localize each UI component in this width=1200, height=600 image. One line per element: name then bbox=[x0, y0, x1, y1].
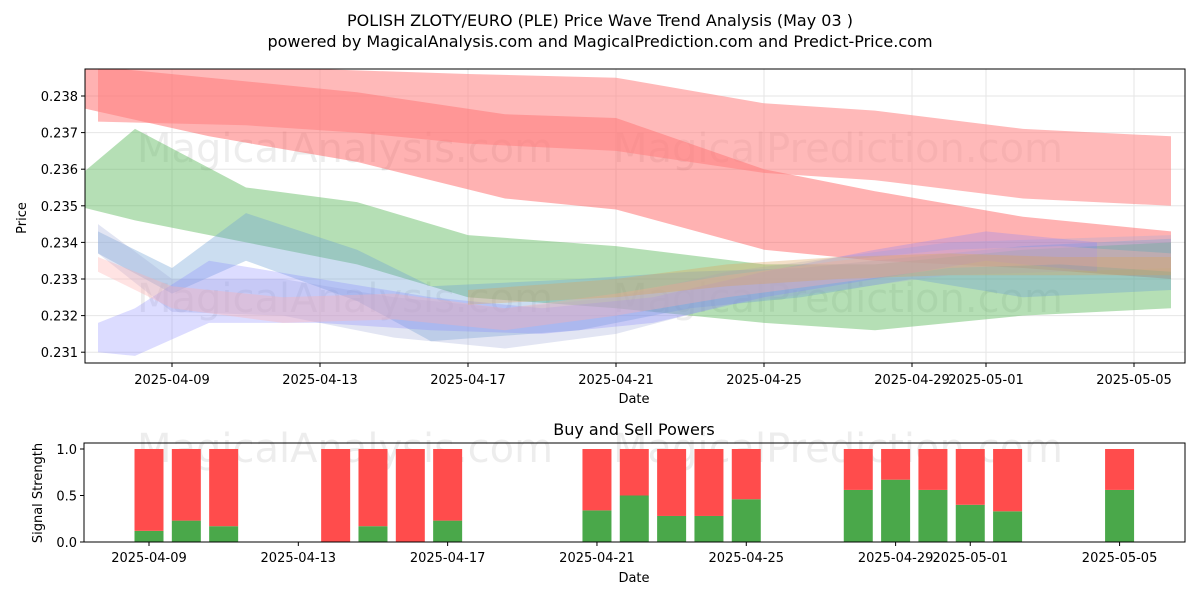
sell-bar bbox=[358, 449, 388, 527]
x-tick-label: 2025-04-21 bbox=[559, 551, 635, 566]
buy-sell-powers-plot: Buy and Sell PowersMagicalAnalysis.comMa… bbox=[31, 420, 1186, 586]
x-tick-label: 2025-04-25 bbox=[726, 373, 802, 388]
sell-bar bbox=[843, 449, 873, 490]
buy-bar bbox=[657, 515, 687, 542]
buy-bar bbox=[731, 499, 761, 542]
sell-bar bbox=[321, 449, 351, 542]
x-tick-label: 2025-04-17 bbox=[430, 373, 506, 388]
buy-bar bbox=[955, 504, 985, 542]
axes: 0.231 0.232 0.233 0.234 0.235 0.236 0.237 0.238… bbox=[15, 90, 1172, 407]
price-wave-plot: MagicalAnalysis.com MagicalPrediction.com… bbox=[15, 68, 1186, 407]
chart-subtitle: powered by MagicalAnalysis.com and Magic… bbox=[267, 32, 932, 51]
sell-bar bbox=[657, 449, 687, 516]
price-band bbox=[98, 213, 1171, 342]
price-band bbox=[468, 253, 1171, 305]
y-tick-label: 0.238 bbox=[41, 90, 78, 105]
price-band bbox=[98, 69, 1171, 206]
x-axis-label: Date bbox=[618, 571, 649, 586]
x-tick-label: 2025-04-17 bbox=[410, 551, 486, 566]
x-tick-label: 2025-04-29 bbox=[858, 551, 934, 566]
buy-bar bbox=[358, 526, 388, 542]
x-tick-label: 2025-04-13 bbox=[282, 373, 358, 388]
x-tick-label: 2025-05-05 bbox=[1082, 551, 1158, 566]
buy-bar bbox=[993, 511, 1023, 542]
sell-bar bbox=[582, 449, 612, 511]
x-tick-label: 2025-05-01 bbox=[932, 551, 1008, 566]
price-band bbox=[98, 246, 1171, 331]
y-tick-label: 1.0 bbox=[56, 443, 77, 458]
sell-bar bbox=[881, 449, 911, 480]
sell-bar bbox=[694, 449, 724, 516]
buy-bar bbox=[619, 495, 649, 542]
signal-bars bbox=[134, 449, 1135, 542]
watermark-text: MagicalPrediction.com bbox=[613, 426, 1063, 472]
buy-bar bbox=[582, 510, 612, 542]
buy-bar bbox=[881, 479, 911, 542]
sell-bar bbox=[993, 449, 1023, 512]
x-tick-label: 2025-04-29 bbox=[874, 373, 950, 388]
sell-bar bbox=[171, 449, 201, 521]
buy-bar bbox=[171, 520, 201, 542]
subplot-axes: 0.0 0.5 1.0 2025-04-09 2025-04-13 2025-04-17 2… bbox=[31, 443, 1157, 586]
sell-bar bbox=[731, 449, 761, 500]
y-tick-label: 0.5 bbox=[56, 490, 77, 505]
x-tick-label: 2025-04-13 bbox=[261, 551, 337, 566]
y-axis-label: Signal Strength bbox=[31, 443, 46, 543]
sell-bar bbox=[955, 449, 985, 505]
price-band bbox=[85, 128, 1171, 331]
price-band bbox=[98, 231, 1097, 356]
plot-frame bbox=[84, 68, 1186, 364]
buy-bar bbox=[209, 526, 239, 542]
x-tick-label: 2025-05-05 bbox=[1096, 373, 1172, 388]
sell-bar bbox=[619, 449, 649, 496]
price-band bbox=[98, 224, 1171, 349]
y-tick-label: 0.234 bbox=[41, 236, 78, 251]
buy-bar bbox=[694, 515, 724, 542]
x-tick-label: 2025-05-01 bbox=[948, 373, 1024, 388]
y-tick-label: 0.233 bbox=[41, 273, 78, 288]
sell-bar bbox=[1105, 449, 1135, 490]
y-tick-label: 0.237 bbox=[41, 127, 78, 142]
sell-bar bbox=[134, 449, 164, 531]
y-tick-label: 0.0 bbox=[56, 536, 77, 551]
buy-bar bbox=[843, 489, 873, 542]
y-tick-label: 0.232 bbox=[41, 310, 78, 325]
subplot-frame bbox=[83, 442, 1186, 543]
x-tick-label: 2025-04-21 bbox=[578, 373, 654, 388]
sell-bar bbox=[918, 449, 948, 490]
x-tick-label: 2025-04-09 bbox=[111, 551, 187, 566]
chart-title: POLISH ZLOTY/EURO (PLE) Price Wave Trend… bbox=[347, 11, 853, 30]
buy-bar bbox=[918, 489, 948, 542]
buy-bar bbox=[433, 520, 463, 542]
buy-bar bbox=[134, 530, 164, 542]
x-tick-label: 2025-04-09 bbox=[134, 373, 210, 388]
x-axis-label: Date bbox=[618, 392, 649, 407]
x-tick-label: 2025-04-25 bbox=[708, 551, 784, 566]
watermark-text: MagicalPrediction.com bbox=[613, 276, 1063, 322]
sell-bar bbox=[433, 449, 463, 521]
y-tick-label: 0.235 bbox=[41, 200, 78, 215]
y-tick-label: 0.236 bbox=[41, 163, 78, 178]
y-axis-label: Price bbox=[15, 202, 30, 234]
watermark-text: MagicalAnalysis.com bbox=[137, 276, 553, 322]
buy-bar bbox=[1105, 489, 1135, 542]
sell-bar bbox=[209, 449, 239, 527]
price-bands bbox=[85, 69, 1171, 356]
sell-bar bbox=[395, 449, 425, 542]
subplot-title: Buy and Sell Powers bbox=[553, 420, 715, 439]
y-tick-label: 0.231 bbox=[41, 346, 78, 361]
